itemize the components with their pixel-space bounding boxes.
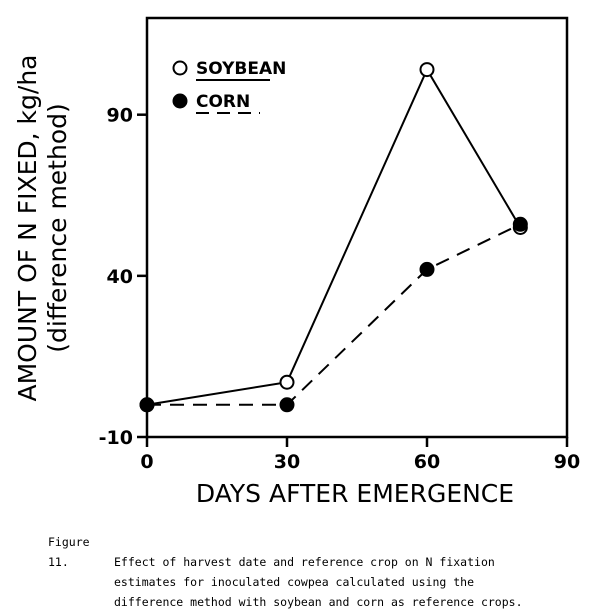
caption-label: Figure 11. xyxy=(48,535,90,569)
caption-text-1: Effect of harvest date and reference cro… xyxy=(114,555,495,569)
figure-caption: Figure 11. Effect of harvest date and ref… xyxy=(48,532,583,612)
x-tick-label: 30 xyxy=(274,451,300,473)
caption-line-3: difference method with soybean and corn … xyxy=(114,595,523,609)
y-tick-label: -10 xyxy=(99,427,133,449)
point-corn xyxy=(139,397,155,413)
y-tick-label: 90 xyxy=(107,105,133,127)
chart: 0 30 60 90 -10 40 90 SOYBEAN CORN DAYS AFTER EME… xyxy=(13,16,580,508)
legend-label-soybean: SOYBEAN xyxy=(196,59,286,79)
x-tick-label: 90 xyxy=(554,451,580,473)
point-corn xyxy=(512,216,528,232)
y-axis-title-line1: AMOUNT OF N FIXED, kg/ha xyxy=(13,55,42,402)
y-tick-label: 40 xyxy=(107,266,133,288)
x-tick-label: 0 xyxy=(140,451,153,473)
x-tick-label: 60 xyxy=(414,451,440,473)
legend-marker-soybean xyxy=(172,60,188,76)
plot-area: 0 30 60 90 -10 40 90 SOYBEAN CORN xyxy=(99,16,580,473)
plot-frame xyxy=(145,16,569,439)
caption-line-1: Figure 11. Effect of harvest date and ref… xyxy=(48,532,583,572)
y-axis-title-line2: (difference method) xyxy=(43,103,72,353)
x-axis-title: DAYS AFTER EMERGENCE xyxy=(196,479,514,508)
point-soybean xyxy=(279,374,295,390)
caption-line-2: estimates for inoculated cowpea calculat… xyxy=(114,575,475,589)
point-corn xyxy=(279,397,295,413)
series-line-soybean xyxy=(146,67,522,406)
legend-label-corn: CORN xyxy=(196,92,250,112)
point-soybean xyxy=(419,62,435,78)
legend-marker-corn xyxy=(172,93,188,109)
series-line-corn xyxy=(147,223,521,406)
point-corn xyxy=(419,261,435,277)
